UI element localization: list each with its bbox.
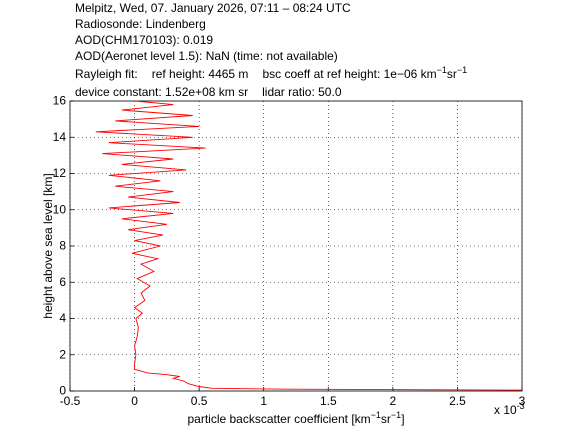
x-tick-label: 2 bbox=[390, 394, 397, 408]
x-tick-label: -0.5 bbox=[60, 394, 81, 408]
y-tick-label: 12 bbox=[53, 166, 67, 180]
header-line-part: lidar ratio: 50.0 bbox=[262, 85, 342, 99]
header-line: AOD(CHM170103): 0.019 bbox=[75, 33, 213, 47]
x-tick-label: 1 bbox=[260, 394, 267, 408]
x-axis-label-part: ] bbox=[401, 412, 404, 426]
x-axis-label-part: −1 bbox=[371, 410, 381, 420]
header-line-part: −1 bbox=[437, 65, 447, 75]
header-line-part: bsc coeff at ref height: 1e−06 km bbox=[262, 67, 436, 81]
header-line: device constant: 1.52e+08 km sr lidar rat… bbox=[75, 85, 342, 99]
y-tick-label: 10 bbox=[53, 202, 67, 216]
header-line: Rayleigh fit: ref height: 4465 m bsc coeff… bbox=[75, 65, 467, 81]
y-tick-label: 14 bbox=[53, 130, 67, 144]
y-tick-label: 2 bbox=[59, 347, 66, 361]
x-tick-label: 0.5 bbox=[191, 394, 208, 408]
x-multiplier: x 10-3 bbox=[494, 401, 525, 417]
x-multiplier-part: -3 bbox=[517, 401, 525, 411]
x-axis-label-part: sr bbox=[381, 412, 391, 426]
x-axis-label-part: particle backscatter coefficient [km bbox=[187, 412, 370, 426]
y-axis-label: height above sea level [km] bbox=[41, 173, 55, 318]
header-line: Radiosonde: Lindenberg bbox=[75, 17, 206, 31]
x-tick-label: 1.5 bbox=[320, 394, 337, 408]
y-tick-label: 0 bbox=[59, 384, 66, 398]
header-line-part: −1 bbox=[457, 65, 467, 75]
y-tick-label: 16 bbox=[53, 94, 67, 108]
header-line-part: sr bbox=[447, 67, 457, 81]
profile-line bbox=[95, 100, 523, 391]
x-axis-label-part: −1 bbox=[391, 410, 401, 420]
x-axis-label: particle backscatter coefficient [km−1sr… bbox=[187, 410, 404, 426]
header-line: AOD(Aeronet level 1.5): NaN (time: not a… bbox=[75, 49, 338, 63]
header-line-part: ref height: 4465 m bbox=[152, 67, 249, 81]
x-tick-label: 3 bbox=[519, 394, 526, 408]
x-multiplier-part: x 10 bbox=[494, 403, 517, 417]
x-tick-label: 2.5 bbox=[449, 394, 466, 408]
header-line-part: device constant: 1.52e+08 km sr bbox=[75, 85, 248, 99]
y-tick-label: 6 bbox=[59, 275, 66, 289]
header-line: Melpitz, Wed, 07. January 2026, 07:11 – … bbox=[75, 1, 351, 15]
header-line-part: Rayleigh fit: bbox=[75, 67, 138, 81]
y-tick-label: 4 bbox=[59, 311, 66, 325]
x-tick-label: 0 bbox=[131, 394, 138, 408]
y-tick-label: 8 bbox=[59, 239, 66, 253]
